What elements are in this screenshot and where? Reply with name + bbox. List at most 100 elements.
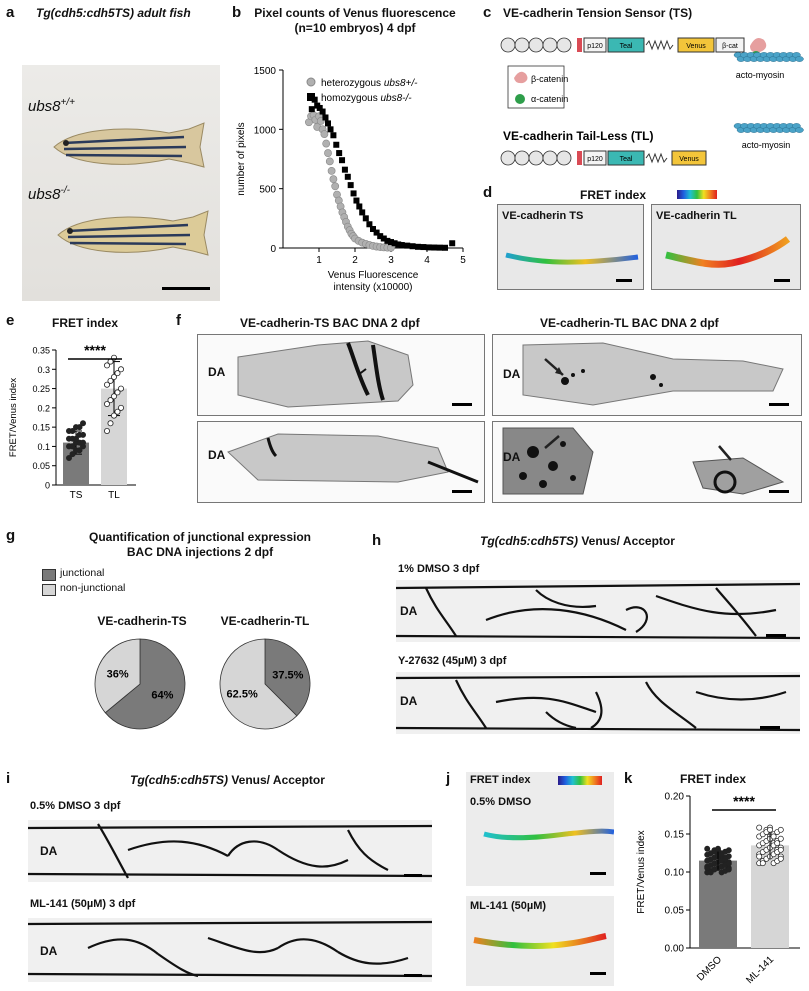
y-axis-label: FRET/Venus index xyxy=(636,830,647,913)
data-point xyxy=(118,385,125,392)
data-point xyxy=(777,835,784,842)
y-tick-label: 0.3 xyxy=(37,365,50,375)
scale-bar xyxy=(766,634,786,637)
x-tick-label: ML-141 xyxy=(744,954,776,986)
y-tick-label: 500 xyxy=(259,185,276,196)
data-point xyxy=(104,381,111,388)
bar-chart-k: 0.00 0.05 0.10 0.15 0.20 FRET/Venus index DMSO… xyxy=(636,792,800,986)
svg-text:β-catenin: β-catenin xyxy=(531,74,568,84)
scatter-chart-b: 0 500 1000 1500 1 2 3 4 5 Venus Fluorescence inten… xyxy=(236,66,466,293)
y-tick-label: 0.10 xyxy=(665,868,685,879)
ec-domain xyxy=(500,37,516,53)
scale-bar xyxy=(452,490,472,493)
da-label: DA xyxy=(400,694,418,708)
data-point xyxy=(344,173,351,180)
data-point xyxy=(707,869,714,876)
data-point xyxy=(359,209,366,216)
data-point xyxy=(756,853,763,860)
data-point xyxy=(118,366,125,373)
svg-text:p120: p120 xyxy=(587,156,603,163)
y-tick-label: 0.15 xyxy=(665,830,685,841)
y-axis-label: number of pixels xyxy=(236,122,247,195)
j-bottom-label: ML-141 (50µM) xyxy=(470,900,547,912)
bac-tl-image-1: DA xyxy=(492,334,802,416)
data-point xyxy=(395,241,402,248)
data-point xyxy=(107,420,114,427)
data-point xyxy=(104,362,111,369)
fret-ts-label: VE-cadherin TS xyxy=(502,210,584,222)
fret-image-ml141: ML-141 (50µM) xyxy=(466,896,614,986)
data-point xyxy=(398,242,405,249)
ec-domain xyxy=(556,150,572,166)
scale-bar xyxy=(404,974,422,977)
fish-photo: ubs8+/+ ubs8-/- xyxy=(22,65,220,301)
data-point xyxy=(404,242,411,249)
svg-text:p120: p120 xyxy=(587,43,603,50)
panel-i-title: Tg(cdh5:cdh5TS) Venus/ Acceptor xyxy=(130,773,325,787)
data-point xyxy=(391,240,398,247)
panel-letter-c: c xyxy=(483,4,492,21)
da-label: DA xyxy=(503,450,521,464)
panel-g-title-2: BAC DNA injections 2 dpf xyxy=(126,545,274,559)
i-bottom-label: ML-141 (50µM) 3 dpf xyxy=(30,898,136,910)
ec-domain xyxy=(528,37,544,53)
panel-letter-a: a xyxy=(6,4,15,21)
data-point xyxy=(353,197,360,204)
data-point xyxy=(377,233,384,240)
vessel-image-y27632: DA xyxy=(395,672,801,734)
data-point xyxy=(66,455,73,462)
ec-domain xyxy=(514,150,530,166)
svg-text:Venus: Venus xyxy=(686,43,706,50)
x-axis-label-line: Venus Fluorescence xyxy=(328,270,419,281)
data-point xyxy=(449,240,456,247)
x-tick-label: 5 xyxy=(460,255,466,266)
data-point xyxy=(431,244,438,251)
legend-label-genotype: ubs8-/- xyxy=(380,93,412,104)
data-point xyxy=(114,408,121,415)
bar xyxy=(751,845,789,948)
data-point xyxy=(324,149,332,157)
pie-slice xyxy=(104,638,186,730)
j-top-label: 0.5% DMSO xyxy=(470,796,532,808)
data-point xyxy=(366,221,373,228)
legend-label-text: heterozygous xyxy=(321,78,384,89)
x-tick-label: 1 xyxy=(316,255,322,266)
panel-k-title: FRET index xyxy=(680,772,747,786)
data-point xyxy=(356,203,363,210)
data-point xyxy=(704,865,711,871)
data-point xyxy=(777,846,784,853)
data-point xyxy=(373,229,380,236)
data-point xyxy=(325,120,331,127)
h-top-label: 1% DMSO 3 dpf xyxy=(398,563,480,575)
ts-construct-title: VE-cadherin Tension Sensor (TS) xyxy=(503,6,693,20)
data-point xyxy=(777,826,784,833)
y-tick-label: 0.25 xyxy=(32,384,50,394)
data-point xyxy=(80,431,87,438)
panel-letter-g: g xyxy=(6,527,16,544)
da-label: DA xyxy=(208,448,226,462)
panel-j-title: FRET index xyxy=(470,774,531,786)
data-point xyxy=(336,150,343,157)
data-point xyxy=(322,114,329,121)
fret-image-tl: VE-cadherin TL xyxy=(651,204,801,290)
panel-letter-k: k xyxy=(624,770,633,787)
x-tick-label: 4 xyxy=(424,255,430,266)
bac-ts-image-2: DA xyxy=(197,421,485,503)
legend-marker xyxy=(307,93,315,101)
pie-slice-label: 64% xyxy=(151,690,173,702)
data-point xyxy=(107,377,114,384)
fret-colorbar xyxy=(558,776,602,785)
fret-tl-label: VE-cadherin TL xyxy=(656,210,737,222)
data-point xyxy=(325,157,334,166)
data-point xyxy=(316,104,323,111)
panel-letter-i: i xyxy=(6,770,11,787)
svg-text:Teal: Teal xyxy=(620,43,633,50)
x-axis-label-line: intensity (x10000) xyxy=(334,282,413,293)
data-point xyxy=(415,243,421,250)
legend-label: homozygous ubs8-/- xyxy=(321,93,412,104)
panel-f-left-title: VE-cadherin-TS BAC DNA 2 dpf xyxy=(240,316,420,330)
y-tick-label: 0 xyxy=(45,481,50,491)
legend-junctional-swatch xyxy=(42,569,56,581)
i-top-label: 0.5% DMSO 3 dpf xyxy=(30,800,121,812)
fish-illustration xyxy=(53,122,209,256)
